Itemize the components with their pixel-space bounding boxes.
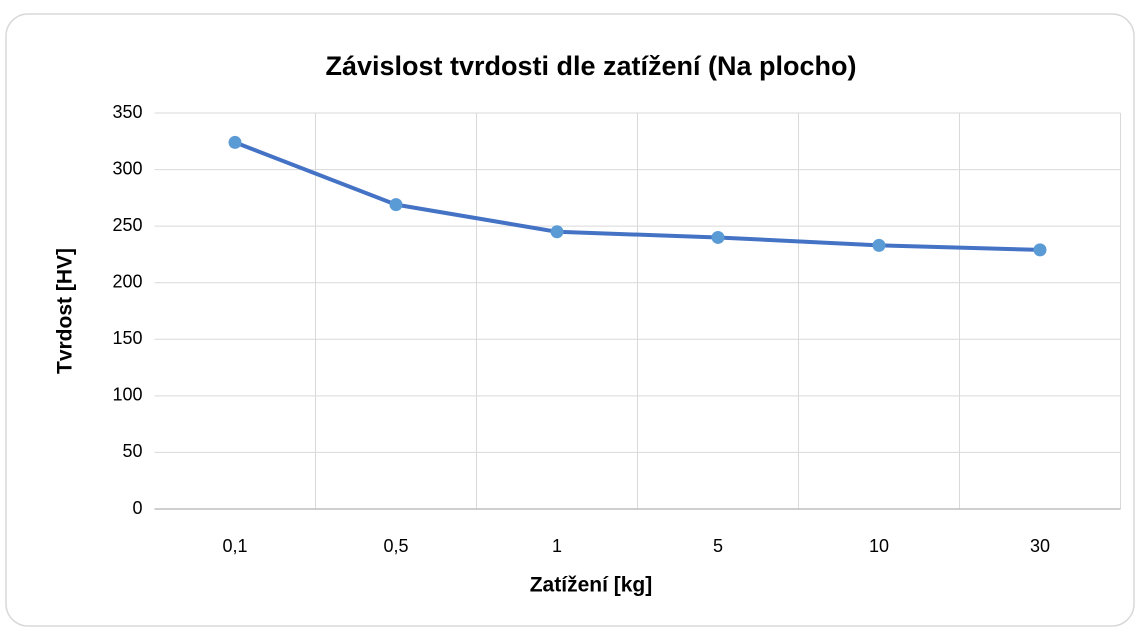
x-tick-label: 10 — [869, 536, 889, 556]
y-tick-label: 300 — [112, 158, 142, 178]
data-point — [550, 225, 564, 239]
data-point — [389, 198, 403, 212]
y-axis-title: Tvrdost [HV] — [54, 248, 77, 374]
x-tick-label: 30 — [1030, 536, 1050, 556]
chart-title: Závislost tvrdosti dle zatížení (Na ploc… — [325, 51, 856, 81]
data-point — [228, 135, 242, 149]
y-tick-label: 350 — [112, 102, 142, 122]
chart-frame — [5, 13, 1135, 627]
y-tick-label: 50 — [122, 441, 142, 461]
x-tick-label: 5 — [713, 536, 723, 556]
x-tick-label: 0,5 — [383, 536, 408, 556]
data-point — [1033, 243, 1047, 257]
data-line — [233, 140, 1042, 252]
x-tick-label: 0,1 — [222, 536, 247, 556]
x-tick-label: 1 — [552, 536, 562, 556]
y-tick-label: 150 — [112, 328, 142, 348]
data-point — [872, 238, 886, 252]
y-tick-label: 200 — [112, 271, 142, 291]
y-tick-label: 0 — [132, 498, 142, 518]
data-point — [711, 230, 725, 244]
y-tick-label: 100 — [112, 385, 142, 405]
x-axis-title: Zatížení [kg] — [530, 574, 653, 597]
y-tick-label: 250 — [112, 215, 142, 235]
